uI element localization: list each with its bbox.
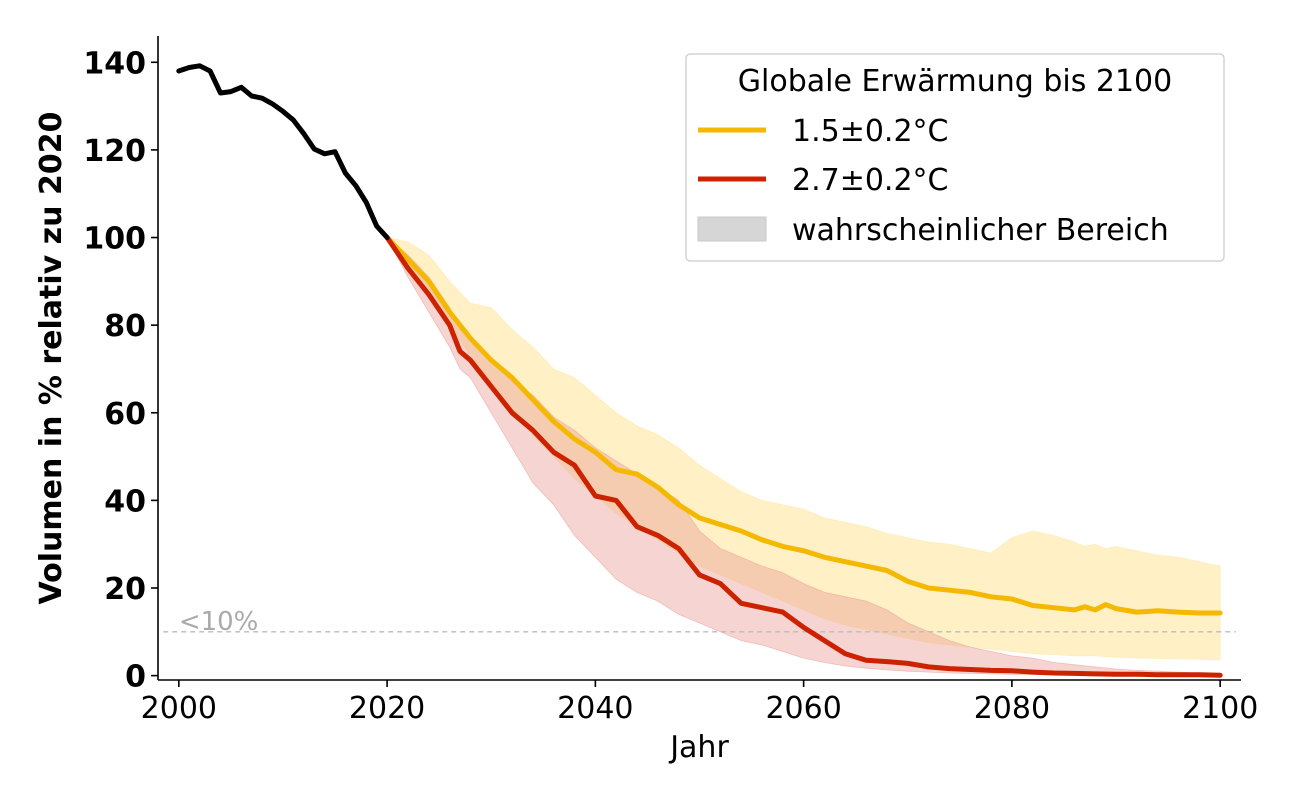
legend-label-1-5: 1.5±0.2°C [792,114,949,149]
legend-swatch-range [697,216,767,242]
y-tick-label: 0 [125,660,146,695]
x-axis-label: Jahr [668,730,729,765]
y-tick-label: 40 [104,484,146,519]
y-axis-label: Volumen in % relativ zu 2020 [34,112,69,605]
x-tick-label: 2000 [141,691,217,726]
series-lines [176,63,1223,678]
y-tick-label: 80 [104,309,146,344]
y-tick-label: 140 [83,46,146,81]
legend-label-range: wahrscheinlicher Bereich [792,213,1169,248]
x-tick-label: 2100 [1182,691,1258,726]
legend-box [685,53,1225,262]
x-tick-label: 2060 [765,691,841,726]
legend: Globale Erwärmung bis 2100 1.5±0.2°C 2.7… [685,53,1225,262]
axes [157,36,1241,681]
threshold-label: <10% [179,607,259,637]
y-tick-label: 60 [104,397,146,432]
y-tick-label: 120 [83,134,146,169]
y-tick-label: 20 [104,572,146,607]
line-2-7 [384,235,1223,678]
x-tick-label: 2080 [974,691,1050,726]
line-1-5 [384,235,1223,616]
legend-label-2-7: 2.7±0.2°C [792,163,949,198]
x-ticks: 2000 2020 2040 2060 2080 2100 [141,680,1258,726]
y-ticks: 0 20 40 60 80 100 120 140 [83,46,158,695]
x-tick-label: 2020 [349,691,425,726]
legend-title: Globale Erwärmung bis 2100 [738,64,1172,99]
x-tick-label: 2040 [557,691,633,726]
line-historical [176,63,390,240]
y-tick-label: 100 [83,222,146,257]
